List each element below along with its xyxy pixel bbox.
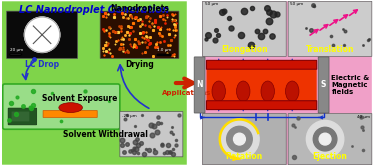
Circle shape: [313, 127, 337, 151]
Ellipse shape: [212, 81, 225, 101]
FancyBboxPatch shape: [288, 1, 372, 56]
Ellipse shape: [59, 103, 82, 113]
Circle shape: [234, 133, 245, 145]
FancyBboxPatch shape: [12, 112, 29, 121]
Text: 20 μm: 20 μm: [9, 48, 23, 52]
FancyBboxPatch shape: [203, 114, 286, 165]
Text: Elongation: Elongation: [221, 45, 268, 54]
FancyBboxPatch shape: [203, 1, 286, 56]
Text: 50 μm: 50 μm: [204, 2, 218, 6]
Text: Translation: Translation: [306, 45, 354, 54]
FancyBboxPatch shape: [318, 57, 329, 113]
Circle shape: [307, 120, 344, 158]
Text: 1.0 μm: 1.0 μm: [157, 48, 172, 52]
FancyBboxPatch shape: [203, 1, 372, 165]
FancyBboxPatch shape: [206, 69, 317, 101]
Text: S: S: [321, 81, 326, 89]
Text: Ejection: Ejection: [313, 152, 347, 161]
Text: N: N: [196, 81, 203, 89]
Circle shape: [319, 133, 331, 145]
FancyBboxPatch shape: [288, 114, 372, 165]
Text: Drying: Drying: [125, 60, 154, 69]
Text: Nanodroplets: Nanodroplets: [110, 4, 169, 13]
Text: Solvent Withdrawal: Solvent Withdrawal: [63, 130, 147, 139]
FancyBboxPatch shape: [206, 60, 317, 69]
Text: Rotation: Rotation: [226, 152, 263, 161]
FancyBboxPatch shape: [3, 84, 120, 129]
Ellipse shape: [285, 81, 299, 101]
Text: -25 μm: -25 μm: [122, 114, 136, 118]
FancyBboxPatch shape: [8, 108, 37, 125]
FancyBboxPatch shape: [2, 1, 187, 165]
FancyBboxPatch shape: [100, 11, 179, 58]
FancyBboxPatch shape: [206, 101, 317, 110]
Text: Solvent Exposure: Solvent Exposure: [42, 94, 117, 103]
FancyBboxPatch shape: [9, 54, 22, 55]
Text: Electric &
Magnetic
fields: Electric & Magnetic fields: [332, 75, 370, 95]
Text: 40 μm: 40 μm: [357, 116, 370, 120]
Ellipse shape: [237, 81, 250, 101]
Text: Applications: Applications: [162, 90, 211, 96]
Text: 50 μm: 50 μm: [290, 2, 304, 6]
FancyBboxPatch shape: [194, 57, 205, 113]
FancyBboxPatch shape: [43, 111, 97, 118]
FancyBboxPatch shape: [7, 11, 77, 58]
Circle shape: [220, 119, 259, 159]
Circle shape: [227, 126, 252, 152]
Text: LC Nanodroplet Generation: LC Nanodroplet Generation: [19, 5, 169, 15]
Text: LC Drop: LC Drop: [25, 60, 59, 69]
FancyBboxPatch shape: [120, 112, 183, 157]
FancyBboxPatch shape: [157, 54, 171, 55]
Ellipse shape: [261, 81, 274, 101]
Circle shape: [24, 17, 60, 52]
